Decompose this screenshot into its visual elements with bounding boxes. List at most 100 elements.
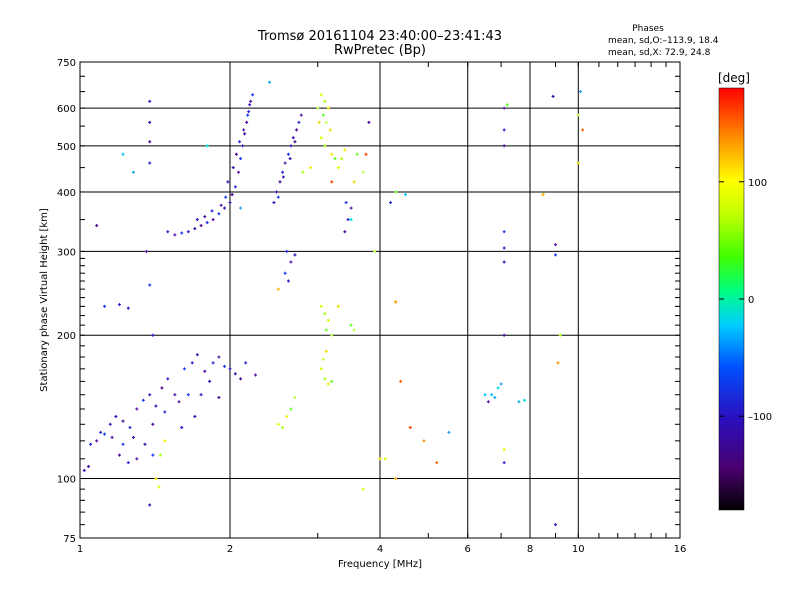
data-point — [361, 487, 365, 491]
data-point — [117, 453, 121, 457]
data-point — [228, 367, 232, 371]
data-point — [243, 132, 247, 136]
data-point — [190, 361, 194, 365]
data-point — [319, 367, 323, 371]
data-point — [486, 400, 490, 404]
data-point — [330, 180, 334, 184]
data-point — [131, 170, 135, 174]
data-point — [299, 113, 303, 117]
data-point — [541, 193, 545, 197]
data-point — [203, 369, 207, 373]
data-point — [234, 152, 238, 156]
data-point — [242, 128, 246, 132]
data-point — [239, 377, 243, 381]
data-point — [556, 361, 560, 365]
data-point — [224, 195, 228, 199]
data-point — [373, 249, 377, 253]
x-tick-label: 16 — [674, 544, 687, 555]
data-point — [558, 333, 562, 337]
data-points — [82, 80, 585, 527]
data-point — [295, 128, 299, 132]
data-point — [217, 355, 221, 359]
data-point — [578, 90, 582, 94]
data-point — [121, 419, 125, 423]
data-point — [291, 136, 295, 140]
chart-subtitle: RwPretec (Bp) — [334, 43, 426, 58]
y-tick-label: 400 — [57, 188, 76, 199]
data-point — [502, 448, 506, 452]
data-point — [246, 113, 250, 117]
data-point — [493, 395, 497, 399]
data-point — [219, 203, 223, 207]
data-point — [245, 120, 249, 124]
data-point — [208, 379, 212, 383]
data-point — [323, 312, 327, 316]
x-axis-label: Frequency [MHz] — [338, 559, 422, 570]
data-point — [283, 161, 287, 165]
data-point — [324, 120, 328, 124]
data-point — [151, 422, 155, 426]
data-point — [502, 246, 506, 250]
data-point — [239, 157, 243, 161]
data-point — [490, 393, 494, 397]
data-point — [316, 106, 320, 110]
data-point — [276, 422, 280, 426]
data-point — [158, 453, 162, 457]
data-point — [483, 393, 487, 397]
data-point — [394, 477, 398, 481]
data-point — [286, 152, 290, 156]
x-tick-label: 2 — [227, 544, 233, 555]
data-point — [173, 393, 177, 397]
data-point — [293, 253, 297, 257]
data-point — [148, 161, 152, 165]
data-point — [319, 93, 323, 97]
data-point — [226, 180, 230, 184]
data-point — [148, 393, 152, 397]
data-point — [210, 209, 214, 213]
data-point — [166, 230, 170, 234]
data-point — [321, 357, 325, 361]
data-point — [330, 152, 334, 156]
data-point — [114, 414, 118, 418]
data-point — [352, 328, 356, 332]
data-point — [336, 304, 340, 308]
y-tick-label: 100 — [57, 475, 76, 486]
axis-ticks — [79, 61, 681, 538]
y-tick-label: 300 — [57, 247, 76, 258]
data-point — [289, 144, 293, 148]
data-point — [203, 215, 207, 219]
data-point — [276, 195, 280, 199]
data-point — [166, 377, 170, 381]
data-point — [205, 221, 209, 225]
data-point — [108, 422, 112, 426]
data-point — [286, 279, 290, 283]
data-point — [272, 201, 276, 205]
data-point — [324, 328, 328, 332]
data-point — [223, 364, 227, 368]
data-point — [241, 144, 245, 148]
chart-title: Tromsø 20161104 23:40:00–23:41:43 — [257, 29, 502, 44]
data-point — [186, 230, 190, 234]
stats-title: Phases — [632, 24, 664, 34]
data-point — [145, 249, 149, 253]
data-point — [367, 120, 371, 124]
y-tick-label: 75 — [63, 534, 76, 545]
colorbar-ticks: 100 0 –100 — [719, 178, 772, 423]
data-point — [581, 128, 585, 132]
data-point — [141, 398, 145, 402]
data-point — [324, 349, 328, 353]
data-point — [135, 407, 139, 411]
data-point — [177, 400, 181, 404]
data-point — [349, 218, 353, 222]
colorbar-label: [deg] — [718, 71, 750, 85]
data-point — [211, 218, 215, 222]
data-point — [308, 166, 312, 170]
data-point — [121, 152, 125, 156]
data-point — [422, 439, 426, 443]
data-point — [151, 453, 155, 457]
data-point — [231, 166, 235, 170]
data-point — [289, 260, 293, 264]
data-point — [89, 442, 93, 446]
data-point — [502, 260, 506, 264]
data-point — [285, 249, 289, 253]
